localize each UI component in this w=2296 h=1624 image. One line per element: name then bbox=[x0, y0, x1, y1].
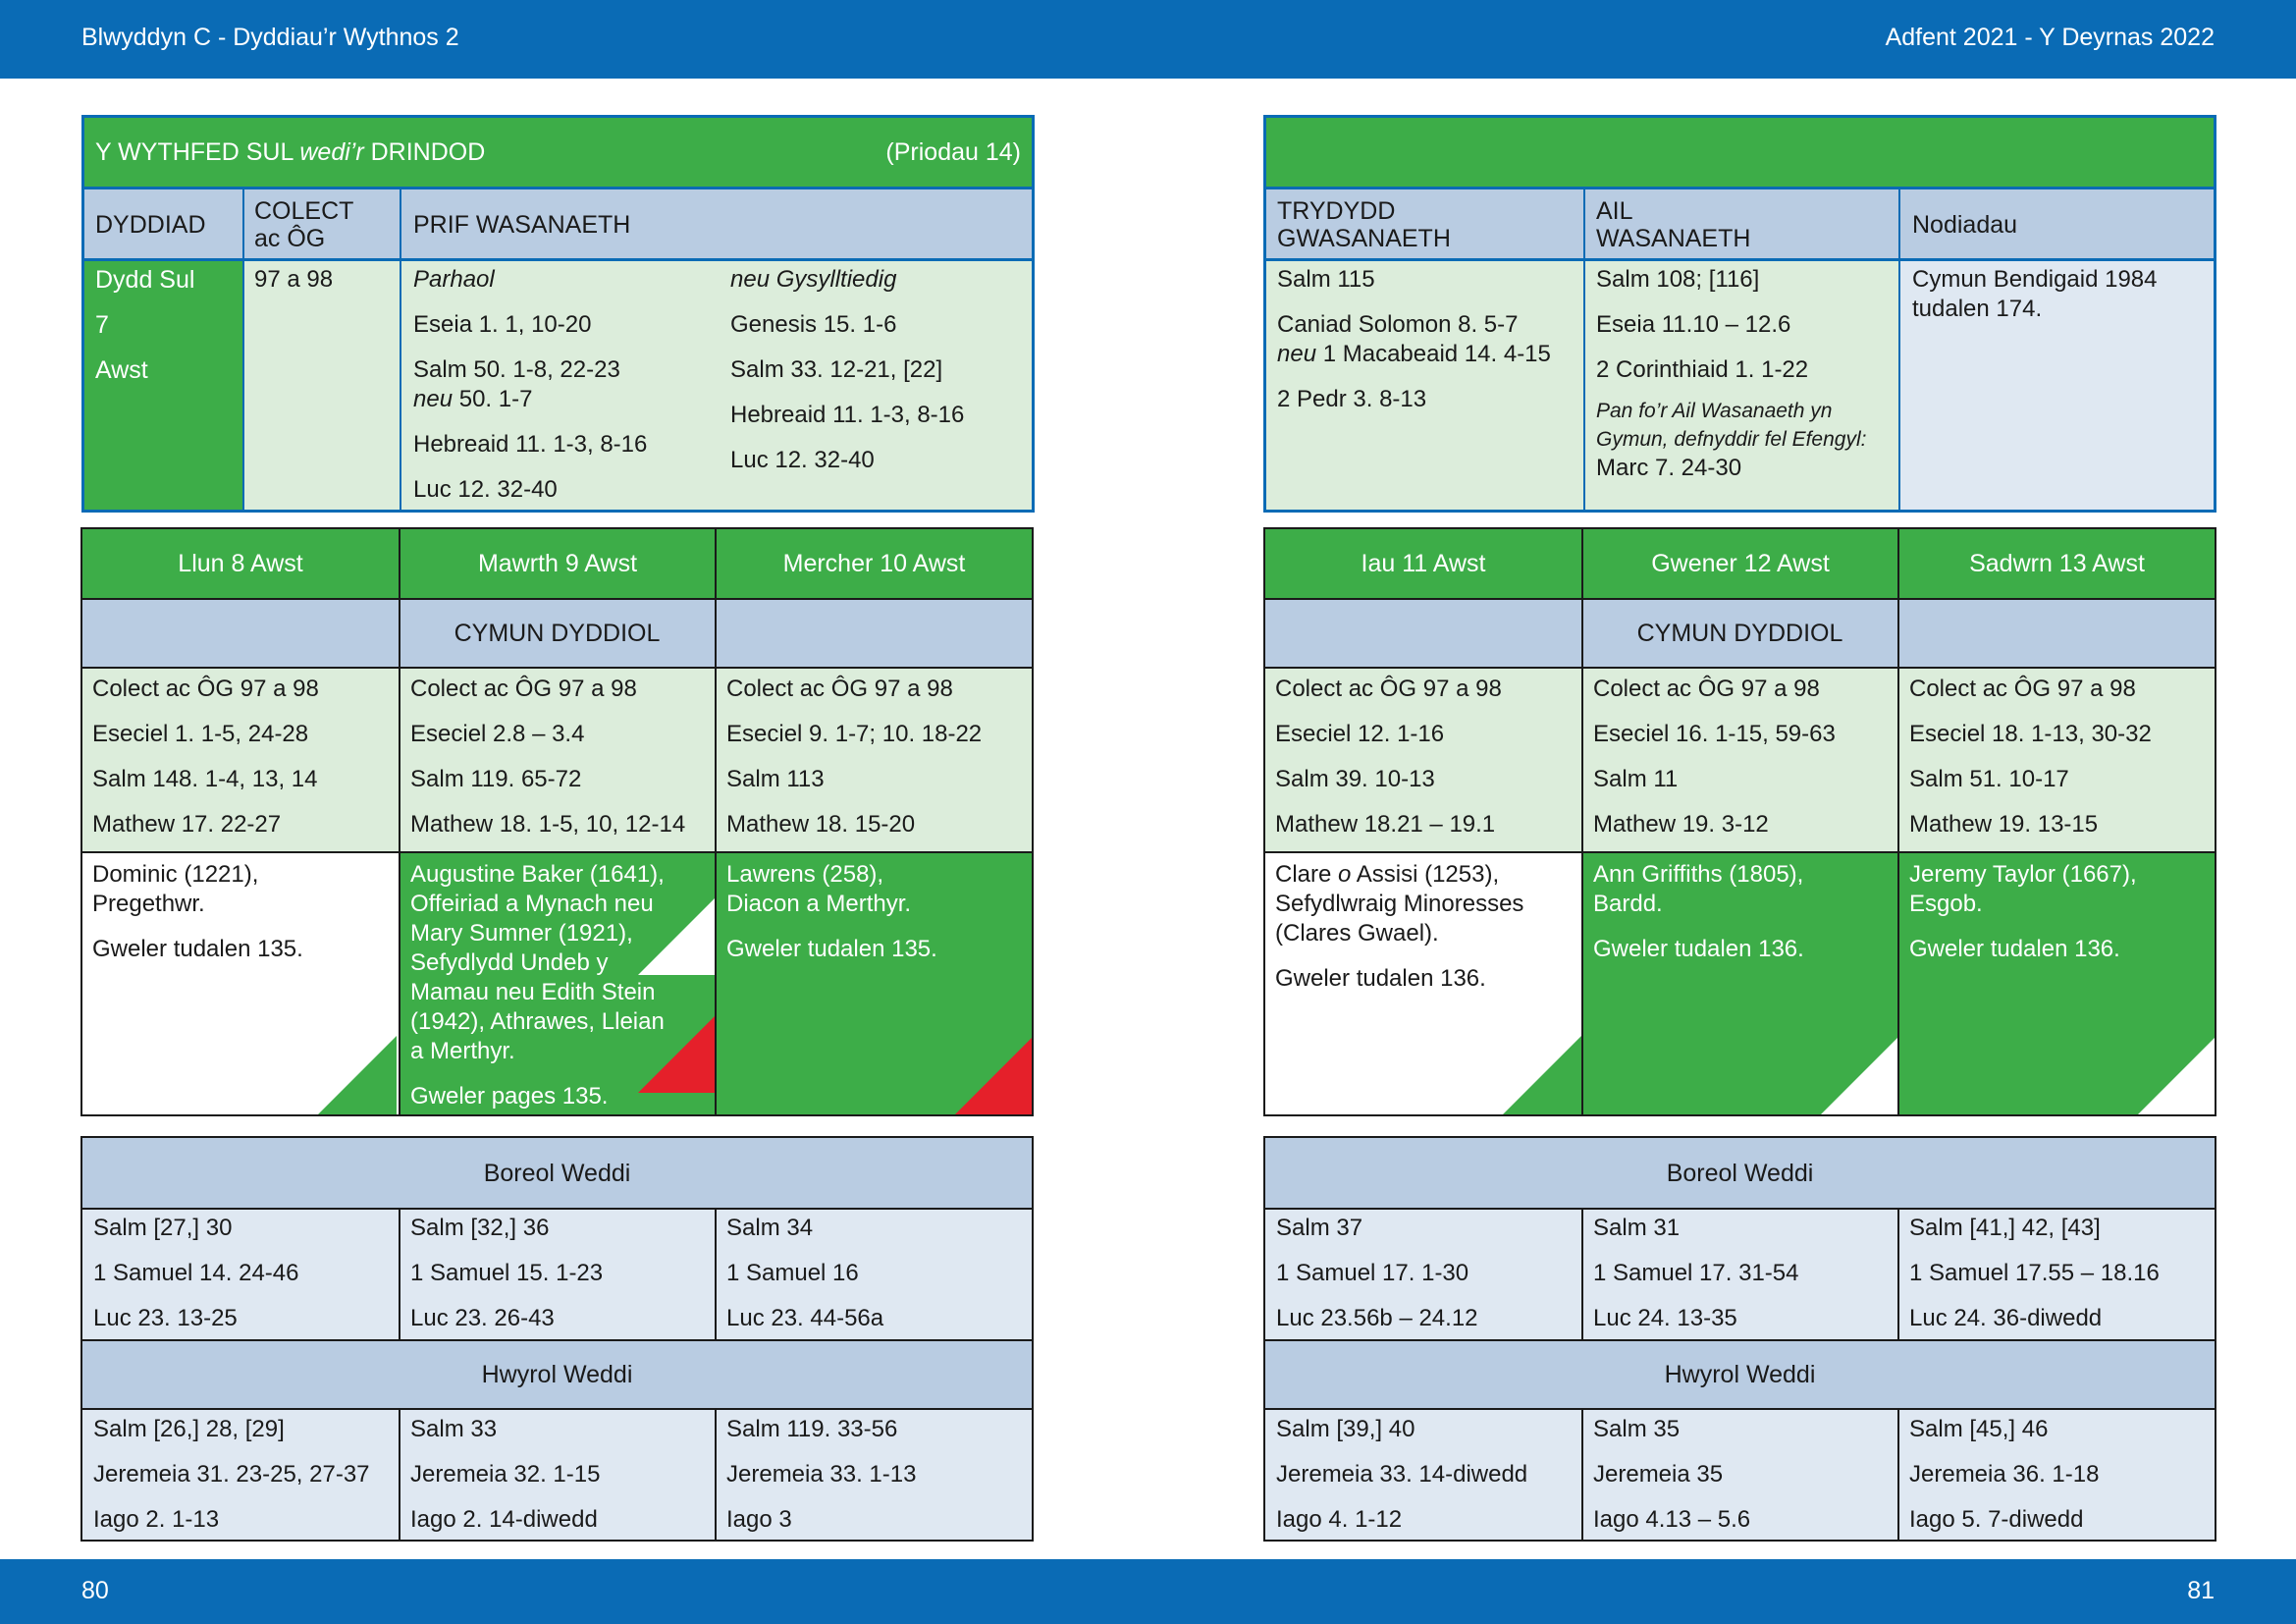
day-heading: Mawrth 9 Awst bbox=[477, 550, 638, 577]
office-table-right: Boreol Weddi Hwyrol Weddi Salm 37 1 Samu… bbox=[1263, 1136, 2216, 1542]
morning-prayer-label: Boreol Weddi bbox=[1265, 1138, 2215, 1208]
evening-readings: Salm 33 Jeremeia 32. 1-15 Iago 2. 14-diw… bbox=[410, 1416, 601, 1533]
white-corner-mark bbox=[2138, 1038, 2215, 1114]
evening-readings: Salm 35 Jeremeia 35 Iago 4.13 – 5.6 bbox=[1593, 1416, 1751, 1533]
day-heading: Mercher 10 Awst bbox=[782, 550, 966, 577]
commemoration: Clare o Assisi (1253), Sefydlwraig Minor… bbox=[1275, 861, 1524, 992]
communion-readings: Colect ac ÔG 97 a 98 Eseciel 16. 1-15, 5… bbox=[1593, 676, 1836, 838]
evening-readings: Salm [39,] 40 Jeremeia 33. 14-diwedd Iag… bbox=[1276, 1416, 1528, 1533]
col-collect-header: COLECT ac ÔG bbox=[254, 197, 353, 252]
weekday-table-left: CYMUN DYDDIOL Llun 8 Awst Colect ac ÔG 9… bbox=[80, 527, 1034, 1116]
sunday-table-right: TRYDYDD GWASANAETH AIL WASANAETH Nodiada… bbox=[1263, 115, 2216, 513]
communion-readings-row bbox=[1265, 669, 2215, 851]
day-header-row bbox=[82, 529, 1032, 598]
date-cell bbox=[84, 261, 242, 510]
notes-cell bbox=[1900, 261, 2214, 510]
col-notes-header: Nodiadau bbox=[1912, 211, 2018, 239]
related-readings: neu Gysylltiedig Genesis 15. 1-6 Salm 33… bbox=[730, 266, 965, 473]
morning-readings: Salm [41,] 42, [43] 1 Samuel 17.55 – 18.… bbox=[1909, 1215, 2160, 1331]
green-corner-mark bbox=[318, 1036, 397, 1114]
sunday-title-row: Y WYTHFED SUL wedi’r DRINDOD (Priodau 14… bbox=[84, 118, 1032, 187]
header-right: Adfent 2021 - Y Deyrnas 2022 bbox=[1885, 24, 2215, 51]
sunday-header-row bbox=[84, 189, 1032, 258]
morning-readings: Salm [27,] 30 1 Samuel 14. 24-46 Luc 23.… bbox=[93, 1215, 299, 1331]
third-service-readings: Salm 115 Caniad Solomon 8. 5-7 neu 1 Mac… bbox=[1277, 266, 1551, 412]
col-date-header: DYDDIAD bbox=[95, 211, 206, 239]
evening-readings: Salm [45,] 46 Jeremeia 36. 1-18 Iago 5. … bbox=[1909, 1416, 2100, 1533]
sunday-notes: Cymun Bendigaid 1984 tudalen 174. bbox=[1912, 266, 2158, 322]
day-heading: Llun 8 Awst bbox=[178, 550, 303, 577]
morning-readings: Salm 34 1 Samuel 16 Luc 23. 44-56a bbox=[726, 1215, 884, 1331]
sunday-header-row-right bbox=[1266, 189, 2214, 258]
running-footer: 80 81 bbox=[0, 1559, 2296, 1624]
col-third-header: TRYDYDD GWASANAETH bbox=[1277, 197, 1451, 252]
page-number-right: 81 bbox=[2187, 1577, 2215, 1604]
sunday-title-row-right bbox=[1266, 118, 2214, 187]
commemoration: Dominic (1221), Pregethwr. Gweler tudale… bbox=[92, 861, 303, 962]
day-heading: Gwener 12 Awst bbox=[1651, 550, 1830, 577]
communion-readings: Colect ac ÔG 97 a 98 Eseciel 18. 1-13, 3… bbox=[1909, 676, 2152, 838]
running-header: Blwyddyn C - Dyddiau’r Wythnos 2 Adfent … bbox=[0, 0, 2296, 79]
morning-readings: Salm 37 1 Samuel 17. 1-30 Luc 23.56b – 2… bbox=[1276, 1215, 1478, 1331]
office-table-left: Boreol Weddi Hwyrol Weddi Salm [27,] 30 … bbox=[80, 1136, 1034, 1542]
evening-readings: Salm [26,] 28, [29] Jeremeia 31. 23-25, … bbox=[93, 1416, 370, 1533]
red-corner-mark bbox=[638, 1016, 715, 1093]
evening-prayer-label: Hwyrol Weddi bbox=[1265, 1341, 2215, 1408]
day-header-row bbox=[1265, 529, 2215, 598]
morning-readings: Salm [32,] 36 1 Samuel 15. 1-23 Luc 23. … bbox=[410, 1215, 604, 1331]
sunday-proper: (Priodau 14) bbox=[885, 138, 1021, 166]
white-corner-mark bbox=[1821, 1038, 1897, 1114]
morning-readings: Salm 31 1 Samuel 17. 31-54 Luc 24. 13-35 bbox=[1593, 1215, 1799, 1331]
sunday-date: Dydd Sul 7 Awst bbox=[95, 266, 195, 384]
communion-label: CYMUN DYDDIOL bbox=[1265, 600, 2215, 667]
col-second-header: AIL WASANAETH bbox=[1596, 197, 1751, 252]
evening-readings: Salm 119. 33-56 Jeremeia 33. 1-13 Iago 3 bbox=[726, 1416, 917, 1533]
continuous-readings: Parhaol Eseia 1. 1, 10-20 Salm 50. 1-8, … bbox=[413, 266, 648, 503]
page-number-left: 80 bbox=[81, 1577, 109, 1604]
communion-label: CYMUN DYDDIOL bbox=[82, 600, 1032, 667]
second-service-readings: Salm 108; [116] Eseia 11.10 – 12.6 2 Cor… bbox=[1596, 266, 1867, 481]
col-principal-header: PRIF WASANAETH bbox=[413, 211, 631, 239]
commemoration: Lawrens (258), Diacon a Merthyr. Gweler … bbox=[726, 861, 937, 962]
communion-readings: Colect ac ÔG 97 a 98 Eseciel 12. 1-16 Sa… bbox=[1275, 676, 1502, 838]
communion-readings: Colect ac ÔG 97 a 98 Eseciel 2.8 – 3.4 S… bbox=[410, 676, 686, 838]
red-corner-mark bbox=[955, 1038, 1032, 1114]
white-corner-mark bbox=[638, 898, 715, 975]
day-heading: Sadwrn 13 Awst bbox=[1969, 550, 2145, 577]
weekday-table-right: CYMUN DYDDIOL Iau 11 Awst Colect ac ÔG 9… bbox=[1263, 527, 2216, 1116]
day-heading: Iau 11 Awst bbox=[1361, 550, 1486, 577]
green-corner-mark bbox=[1503, 1036, 1581, 1114]
commemoration: Ann Griffiths (1805), Bardd. Gweler tuda… bbox=[1593, 861, 1804, 962]
communion-readings-row bbox=[82, 669, 1032, 851]
communion-readings: Colect ac ÔG 97 a 98 Eseciel 1. 1-5, 24-… bbox=[92, 676, 319, 838]
commemoration: Jeremy Taylor (1667), Esgob. Gweler tuda… bbox=[1909, 861, 2137, 962]
evening-prayer-label: Hwyrol Weddi bbox=[82, 1341, 1032, 1408]
sunday-table-left: Y WYTHFED SUL wedi’r DRINDOD (Priodau 14… bbox=[81, 115, 1035, 513]
communion-readings: Colect ac ÔG 97 a 98 Eseciel 9. 1-7; 10.… bbox=[726, 676, 983, 838]
header-left: Blwyddyn C - Dyddiau’r Wythnos 2 bbox=[81, 24, 459, 51]
morning-prayer-label: Boreol Weddi bbox=[82, 1138, 1032, 1208]
commemoration: Augustine Baker (1641), Offeiriad a Myna… bbox=[410, 861, 665, 1110]
sunday-title: Y WYTHFED SUL wedi’r DRINDOD bbox=[95, 138, 486, 166]
sunday-collect: 97 a 98 bbox=[254, 266, 334, 293]
